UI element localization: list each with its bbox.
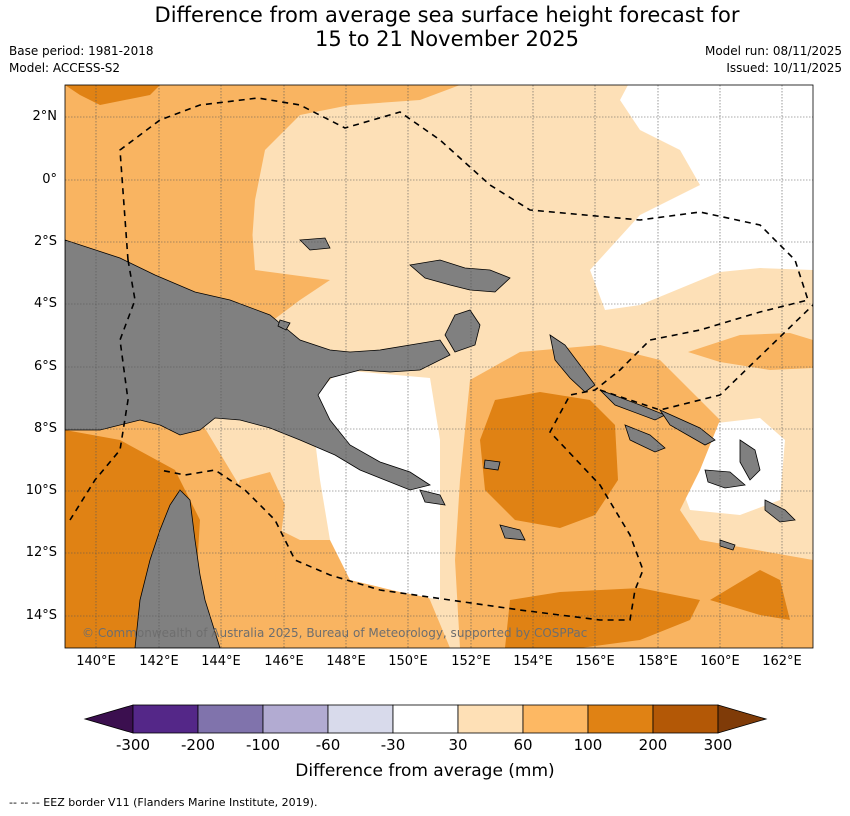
colorbar-bin-7 [522,704,589,734]
base-period: Base period: 1981-2018 [9,44,154,58]
anomaly-band-60-100-e [688,333,813,370]
colorbar-label-100: 100 [573,736,603,754]
solomon-islands-1 [599,389,666,421]
colorbar-bin-4 [327,704,394,734]
eez-border-east [599,304,813,411]
meta-left: Base period: 1981-2018 Model: ACCESS-S2 [9,43,154,77]
chart-title: Difference from average sea surface heig… [0,3,850,51]
anomaly-band-100-200-se [710,570,790,620]
colorbar-extend-high [717,704,768,734]
colorbar-bin-9 [652,704,719,734]
colorbar-extend-low [83,704,134,734]
colorbar-label-neg60: -60 [315,736,341,754]
anomaly-neutral-s [310,370,440,600]
lat-label-8s: 8°S [33,421,57,436]
title-line-1: Difference from average sea surface heig… [154,3,740,27]
colorbar-bin-3 [262,704,329,734]
lon-label-154: 154°E [513,654,553,669]
anomaly-band-100-200-nw [65,85,160,105]
d-entrecasteaux [419,489,446,506]
eez-footnote: -- -- -- EEZ border V11 (Flanders Marine… [9,796,318,809]
colorbar-title: Difference from average (mm) [295,761,555,781]
colorbar-label-60: 60 [513,736,533,754]
meta-right: Model run: 08/11/2025 Issued: 10/11/2025 [705,43,842,77]
lon-label-144: 144°E [201,654,241,669]
trobriand [499,524,526,541]
lon-label-158: 158°E [638,654,678,669]
lat-label-0: 0° [42,172,57,187]
lon-label-142: 142°E [139,654,179,669]
anomaly-band-100-200-c [480,392,618,528]
model-run: Model run: 08/11/2025 [704,44,842,58]
lon-label-148: 148°E [326,654,366,669]
lat-label-2n: 2°N [32,109,58,124]
colorbar-label-200: 200 [638,736,668,754]
colorbar-bin-1 [132,704,199,734]
colorbar-label-neg100: -100 [245,736,281,754]
colorbar-bin-6 [457,704,524,734]
lon-label-140: 140°E [76,654,116,669]
lon-label-162: 162°E [762,654,802,669]
colorbar [83,704,768,734]
lon-label-150: 150°E [388,654,428,669]
lat-label-14s: 14°S [25,608,57,623]
new-britain [409,259,511,293]
lat-label-2s: 2°S [33,234,57,249]
colorbar-bin-8 [587,704,654,734]
lat-label-6s: 6°S [33,359,57,374]
lon-label-152: 152°E [451,654,491,669]
colorbar-label-neg300: -300 [115,736,151,754]
colorbar-label-neg200: -200 [180,736,216,754]
lat-label-12s: 12°S [25,545,57,560]
louisiade [483,459,501,471]
anomaly-band-60-100-nw [65,85,460,310]
vanuatu-south [704,469,746,489]
colorbar-label-300: 300 [703,736,733,754]
bougainville [549,334,596,393]
issued-date: Issued: 10/11/2025 [726,61,842,75]
lon-label-156: 156°E [575,654,615,669]
map-frame [64,84,814,649]
colorbar-label-30: 30 [448,736,468,754]
vanuatu-north [739,439,761,481]
copyright-notice: © Commonwealth of Australia 2025, Bureau… [82,626,588,640]
lat-label-4s: 4°S [33,296,57,311]
solomon-islands-2 [658,409,716,446]
lon-label-146: 146°E [264,654,304,669]
title-line-2: 15 to 21 November 2025 [315,27,579,51]
eez-border-png [119,97,810,621]
anomaly-band-100-200-s [505,588,700,648]
anomaly-neutral-ne [590,85,813,310]
colorbar-bin-5 [392,704,459,734]
admiralty-islands [299,237,331,251]
lat-label-10s: 10°S [25,483,57,498]
new-caledonia [764,499,796,523]
model-name: Model: ACCESS-S2 [9,61,121,75]
lon-label-160: 160°E [700,654,740,669]
eez-border-west [69,259,136,521]
colorbar-bin-2 [197,704,264,734]
solomon-islands-3 [624,424,666,453]
new-guinea [65,239,451,491]
anomaly-band-60-100-cy [228,472,285,590]
cape-york [134,489,221,648]
colorbar-label-neg30: -30 [380,736,406,754]
